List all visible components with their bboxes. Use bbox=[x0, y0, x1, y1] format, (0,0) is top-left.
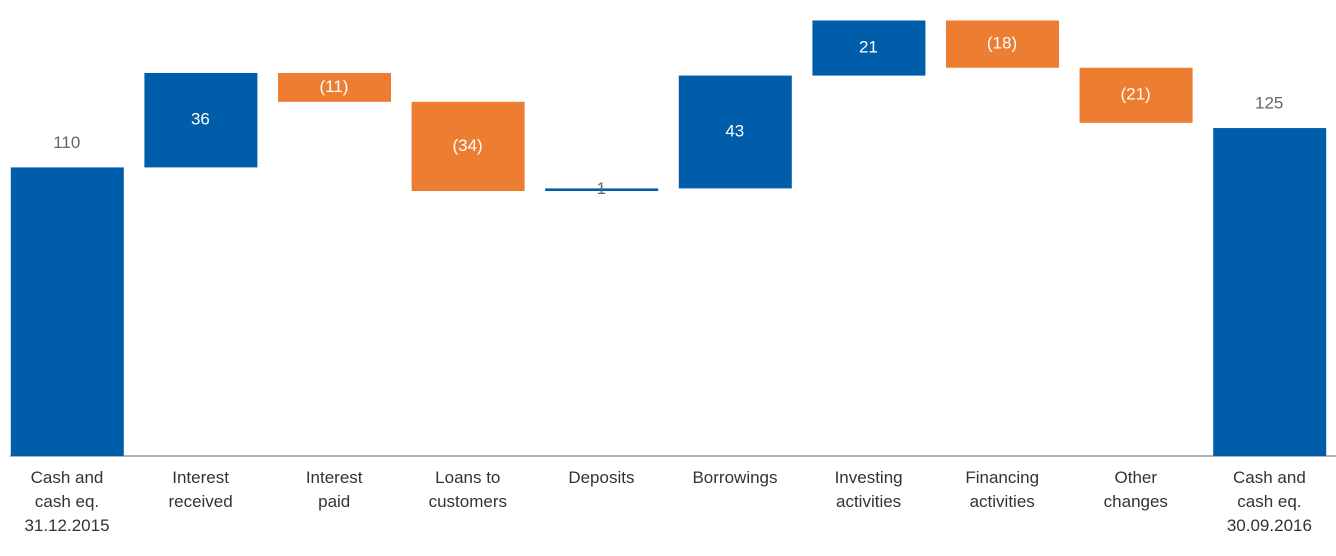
bar bbox=[946, 20, 1059, 68]
value-label: (11) bbox=[320, 77, 349, 96]
x-tick-label: Cash and cash eq. 31.12.2015 bbox=[24, 468, 110, 535]
x-tick-label: Borrowings bbox=[692, 468, 778, 487]
bar bbox=[411, 101, 525, 192]
value-label: (34) bbox=[452, 136, 482, 155]
bar bbox=[278, 72, 391, 102]
value-label: 1 bbox=[596, 179, 605, 198]
x-tick-label: Loans to customers bbox=[428, 468, 507, 511]
bar bbox=[10, 167, 124, 457]
value-label: (21) bbox=[1120, 85, 1150, 104]
value-label: 43 bbox=[725, 121, 744, 140]
bar bbox=[1079, 67, 1193, 123]
x-tick-label: Cash and cash eq. 30.09.2016 bbox=[1226, 468, 1312, 535]
bar bbox=[545, 188, 659, 192]
value-label: (18) bbox=[987, 34, 1017, 53]
value-label: 110 bbox=[53, 133, 80, 152]
x-tick-label: Interest paid bbox=[305, 468, 363, 511]
x-tick-label: Other changes bbox=[1103, 468, 1168, 511]
x-tick-label: Interest received bbox=[168, 468, 233, 511]
bar bbox=[812, 20, 926, 76]
bar bbox=[678, 75, 792, 189]
value-label: 21 bbox=[859, 38, 878, 57]
bar bbox=[144, 72, 258, 168]
x-tick-label: Financing activities bbox=[965, 468, 1040, 511]
x-tick-label: Deposits bbox=[568, 468, 635, 487]
value-label: 36 bbox=[191, 110, 210, 129]
bar bbox=[1213, 128, 1327, 456]
x-tick-label: Investing activities bbox=[834, 468, 903, 511]
value-label: 125 bbox=[1255, 94, 1283, 113]
